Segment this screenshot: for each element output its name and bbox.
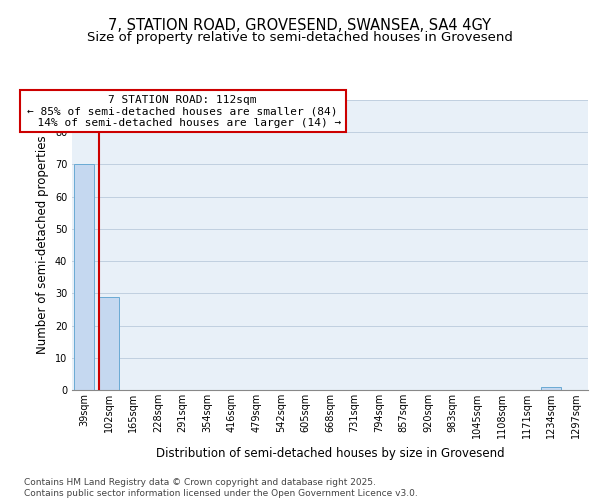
Text: Contains HM Land Registry data © Crown copyright and database right 2025.
Contai: Contains HM Land Registry data © Crown c… bbox=[24, 478, 418, 498]
Y-axis label: Number of semi-detached properties: Number of semi-detached properties bbox=[36, 136, 49, 354]
X-axis label: Distribution of semi-detached houses by size in Grovesend: Distribution of semi-detached houses by … bbox=[155, 446, 505, 460]
Bar bbox=[99, 296, 119, 390]
Bar bbox=[541, 387, 561, 390]
Text: 7, STATION ROAD, GROVESEND, SWANSEA, SA4 4GY: 7, STATION ROAD, GROVESEND, SWANSEA, SA4… bbox=[109, 18, 491, 32]
Text: 7 STATION ROAD: 112sqm
← 85% of semi-detached houses are smaller (84)
  14% of s: 7 STATION ROAD: 112sqm ← 85% of semi-det… bbox=[24, 94, 341, 128]
Bar bbox=[74, 164, 94, 390]
Text: Size of property relative to semi-detached houses in Grovesend: Size of property relative to semi-detach… bbox=[87, 32, 513, 44]
